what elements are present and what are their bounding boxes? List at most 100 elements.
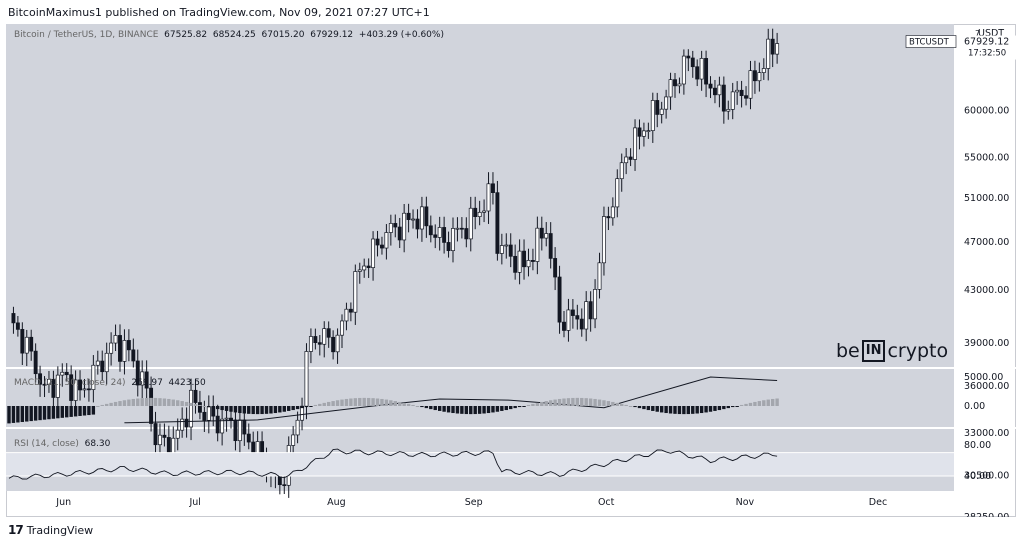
candle xyxy=(588,301,593,320)
candle xyxy=(406,212,411,220)
macd-bar xyxy=(198,404,202,406)
macd-bar xyxy=(269,406,273,414)
tradingview-logo-icon: 17 xyxy=(8,523,24,537)
candle xyxy=(486,183,491,212)
macd-legend: MACD (21, 50, close, 24) 269.97 4423.50 xyxy=(14,378,206,388)
candle xyxy=(402,212,407,241)
macd-bar xyxy=(557,398,562,406)
candle xyxy=(91,364,96,390)
candle xyxy=(686,55,691,59)
rsi-axis-tick-label: 40.00 xyxy=(964,471,991,482)
macd-bar xyxy=(242,406,247,414)
macd-bar xyxy=(642,406,646,410)
macd-bar xyxy=(309,406,313,407)
publish-caption: BitcoinMaximus1 published on TradingView… xyxy=(8,6,430,19)
price-axis-tick-label: 36000.00 xyxy=(964,381,1009,392)
brand-left: be xyxy=(836,340,860,362)
macd-bar xyxy=(433,406,437,411)
macd-bar xyxy=(766,399,770,406)
candle xyxy=(708,83,713,89)
macd-bar xyxy=(82,406,87,416)
symbol-label: Bitcoin / TetherUS, 1D, BINANCE xyxy=(14,30,159,40)
macd-bar xyxy=(588,398,593,406)
macd-bar xyxy=(33,406,38,421)
macd-bar xyxy=(504,406,508,411)
macd-bar xyxy=(522,406,526,407)
candle xyxy=(242,419,247,435)
macd-bar xyxy=(38,406,42,421)
macd-bar xyxy=(553,399,557,406)
candle xyxy=(730,91,735,110)
candle xyxy=(624,156,629,164)
candle xyxy=(86,388,91,391)
candle xyxy=(113,335,118,344)
macd-bar xyxy=(162,398,167,406)
tradingview-footer: 17 TradingView xyxy=(8,523,93,537)
candle xyxy=(20,329,25,354)
candle xyxy=(348,308,353,313)
candle xyxy=(517,250,522,273)
price-pane-bg xyxy=(6,24,954,367)
macd-bar xyxy=(580,397,584,406)
macd-bar xyxy=(247,406,251,414)
macd-bar xyxy=(442,406,446,412)
macd-bar xyxy=(375,398,380,406)
macd-bar xyxy=(326,401,331,406)
macd-bar xyxy=(704,406,708,413)
macd-bar xyxy=(251,406,255,415)
candle xyxy=(602,216,606,264)
macd-bar xyxy=(677,406,682,415)
candle xyxy=(82,388,87,391)
macd-bar xyxy=(322,402,326,406)
candle xyxy=(317,342,322,345)
candle xyxy=(313,336,318,343)
candle xyxy=(131,349,136,362)
macd-bar xyxy=(144,397,149,406)
candle xyxy=(237,419,242,442)
candle xyxy=(535,227,540,262)
candle xyxy=(357,269,362,272)
macd-bar xyxy=(29,406,33,422)
legend-change: +403.29 (+0.60%) xyxy=(358,30,444,40)
macd-bar xyxy=(260,406,264,415)
macd-bar xyxy=(535,402,540,406)
candle xyxy=(615,178,620,208)
price-axis-tick-label: 55000.00 xyxy=(964,152,1009,163)
macd-bar xyxy=(87,406,91,416)
candle xyxy=(126,340,131,351)
candle xyxy=(335,334,340,353)
macd-bar xyxy=(770,398,775,406)
candle xyxy=(451,228,455,252)
candle xyxy=(513,255,518,273)
macd-bar xyxy=(575,397,580,406)
candle xyxy=(681,55,686,85)
candle xyxy=(442,227,447,243)
price-tag-countdown: 17:32:50 xyxy=(968,49,1006,59)
macd-bar xyxy=(735,406,739,407)
macd-bar xyxy=(517,406,522,408)
macd-bar xyxy=(16,406,20,423)
candle xyxy=(468,207,473,240)
macd-bar xyxy=(393,401,397,406)
candle xyxy=(397,226,402,241)
macd-bar xyxy=(659,406,664,413)
candle xyxy=(282,484,287,487)
candle xyxy=(735,89,740,93)
price-axis-tick-label: 30500.00 xyxy=(964,471,1009,482)
macd-bar xyxy=(331,401,335,406)
legend-high: 68524.25 xyxy=(212,30,256,40)
candle xyxy=(726,109,731,112)
macd-bar xyxy=(548,400,553,406)
candle xyxy=(437,227,442,238)
macd-bar xyxy=(571,397,575,406)
candles-group xyxy=(11,28,780,498)
macd-bar xyxy=(695,406,699,414)
candle xyxy=(770,38,775,55)
candle xyxy=(224,417,229,420)
macd-bar xyxy=(189,402,193,406)
candle xyxy=(55,374,60,398)
rsi-band xyxy=(6,452,954,476)
tradingview-wordmark: TradingView xyxy=(26,523,94,537)
macd-bar xyxy=(96,406,100,407)
price-axis-tick-label: 43000.00 xyxy=(964,285,1009,296)
